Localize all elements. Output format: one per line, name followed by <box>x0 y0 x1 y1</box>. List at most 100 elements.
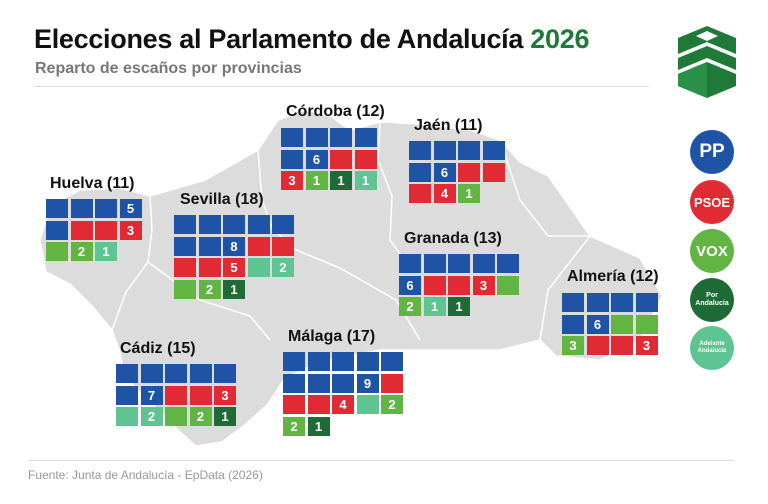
seat-psoe <box>283 395 305 414</box>
seat-count-label: 6 <box>593 316 602 332</box>
seat-pp <box>283 373 305 393</box>
seat-aa: 1 <box>354 171 377 190</box>
seat-pora: 1 <box>448 297 470 316</box>
seat-pp <box>472 254 495 273</box>
province-title: Huelva (11) <box>50 175 135 192</box>
seat-pp <box>433 141 456 160</box>
seat-aa: 1 <box>423 297 446 316</box>
seat-count-label: 3 <box>288 173 296 188</box>
seat-count-label: 1 <box>337 173 345 188</box>
seat-pp <box>174 215 196 234</box>
seat-pp <box>330 128 352 147</box>
seat-count-label: 5 <box>126 201 135 216</box>
title-year: 2026 <box>530 24 590 54</box>
seat-pp <box>332 373 354 393</box>
seat-count-label: 7 <box>147 387 156 403</box>
seat-psoe: 3 <box>281 171 303 190</box>
seat-psoe: 3 <box>635 336 658 355</box>
seat-vox: 2 <box>399 297 421 316</box>
psoe-logo-icon: PSOE <box>690 180 734 224</box>
seat-count-label: 9 <box>363 375 372 391</box>
province-name: Jaén <box>414 117 451 134</box>
seat-pp <box>174 236 196 256</box>
seat-aa <box>356 395 379 414</box>
seat-pp <box>70 199 93 218</box>
seat-pp <box>458 141 480 160</box>
seat-count-label: 5 <box>230 260 238 275</box>
seat-vox: 2 <box>283 416 305 436</box>
seat-count-label: 6 <box>312 151 321 167</box>
seat-aa <box>116 407 138 426</box>
seat-count-label: 1 <box>314 418 323 434</box>
seat-pora: 1 <box>214 407 236 426</box>
bottom-divider <box>28 460 734 461</box>
seat-count-label: 4 <box>440 186 449 201</box>
province-total: 11 <box>460 117 478 134</box>
seat-pp <box>354 128 377 147</box>
seat-psoe <box>611 336 633 355</box>
party-label: PP <box>699 141 725 162</box>
seat-count-label: 6 <box>406 277 414 293</box>
andalucia-outline <box>39 109 663 447</box>
seat-pp <box>116 385 138 405</box>
seat-pp <box>46 199 68 218</box>
parliament-logo-icon <box>678 26 736 98</box>
seat-pp <box>223 215 245 234</box>
seat-pp <box>409 162 431 182</box>
seat-count-label: 6 <box>440 164 449 180</box>
province-title: Granada (13) <box>404 230 502 247</box>
seat-count-label: 3 <box>569 338 577 353</box>
seat-psoe <box>307 395 330 414</box>
seat-pp <box>611 293 633 312</box>
seat-psoe <box>423 275 446 295</box>
por-andalucia-logo-icon: Por Andalucía <box>690 278 734 322</box>
province-name: Almería <box>567 268 626 285</box>
seat-vox <box>46 242 68 261</box>
seat-count-label: 2 <box>77 244 86 259</box>
seat-psoe <box>165 385 187 405</box>
seat-vox: 1 <box>458 184 480 203</box>
seat-pp <box>247 215 270 234</box>
province-name: Granada <box>404 230 469 247</box>
seat-count-label: 3 <box>479 277 488 293</box>
seat-vox: 2 <box>189 407 212 426</box>
seat-pp <box>381 352 403 371</box>
seat-psoe: 3 <box>119 220 142 240</box>
seat-count-label: 4 <box>339 397 347 412</box>
seat-psoe: 3 <box>214 385 236 405</box>
seat-count-label: 2 <box>279 260 287 275</box>
seat-pp: 9 <box>356 373 379 393</box>
seat-vox: 2 <box>381 395 403 414</box>
seat-vox <box>635 314 658 334</box>
seat-psoe <box>330 149 352 169</box>
seat-count-label: 3 <box>221 387 229 403</box>
seat-pp <box>283 352 305 371</box>
seat-count-label: 2 <box>147 409 156 424</box>
seat-pora: 1 <box>223 279 245 299</box>
seat-pp <box>586 293 609 312</box>
seat-pp: 6 <box>305 149 328 169</box>
seat-aa: 2 <box>272 258 294 277</box>
seat-pp <box>214 364 236 383</box>
seat-count-label: 1 <box>430 299 439 314</box>
party-label: PSOE <box>693 194 731 210</box>
seat-pp: 6 <box>399 275 421 295</box>
province-name: Sevilla <box>180 191 231 208</box>
province-title: Córdoba (12) <box>286 103 385 120</box>
seat-pp <box>497 254 519 273</box>
seat-vox: 2 <box>198 279 221 299</box>
seat-psoe <box>70 220 93 240</box>
seat-count-label: 3 <box>642 338 651 353</box>
seat-count-label: 3 <box>126 222 135 238</box>
seat-psoe <box>458 162 480 182</box>
province-total: 17 <box>352 328 370 345</box>
seat-pp <box>165 364 187 383</box>
province-name: Cádiz <box>120 340 163 357</box>
seat-pp <box>356 352 379 371</box>
seat-psoe <box>409 184 431 203</box>
pp-logo-icon: PP <box>690 130 734 174</box>
seat-psoe <box>95 220 117 240</box>
chart-subtitle: Reparto de escaños por provincias <box>35 60 302 77</box>
seat-pp <box>399 254 421 273</box>
seat-count-label: 2 <box>290 418 298 434</box>
